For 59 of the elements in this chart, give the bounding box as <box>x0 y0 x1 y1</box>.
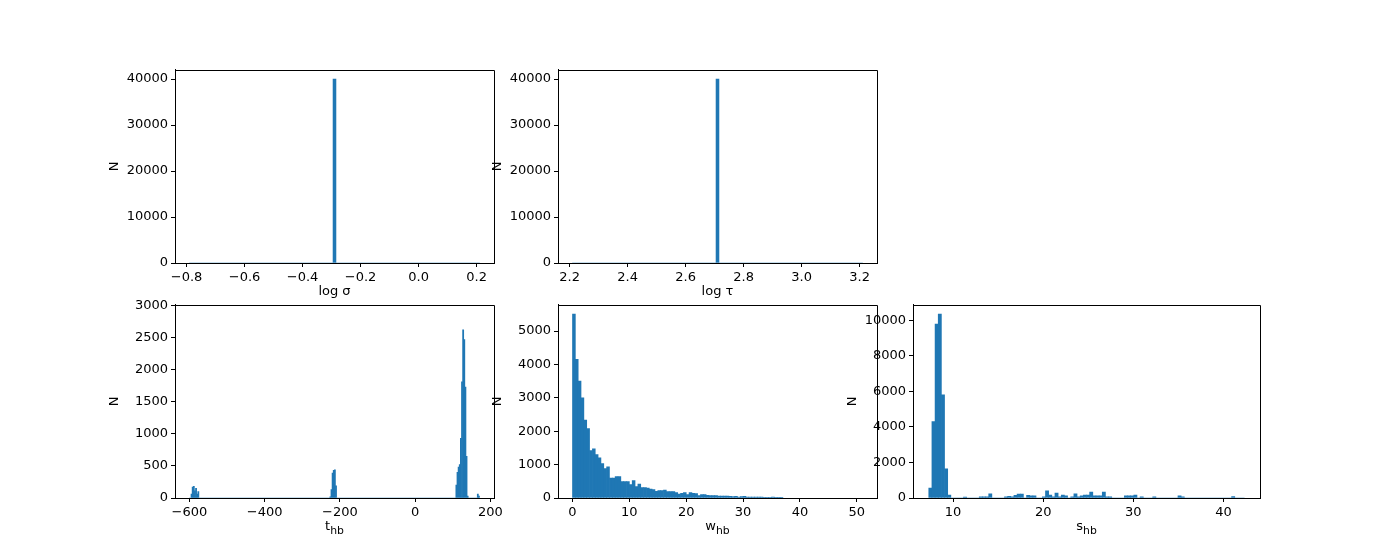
x-tick-label: 200 <box>478 504 503 520</box>
y-tick-label: 1500 <box>134 393 168 409</box>
y-tick-label: 5000 <box>517 322 551 338</box>
x-tick-label: −200 <box>322 504 358 520</box>
x-tick-label: 40 <box>791 504 809 520</box>
y-tick-label: 0 <box>159 254 168 270</box>
x-tick-label: 40 <box>1215 504 1232 520</box>
x-axis-title: s$_{hb}$ <box>1075 518 1098 538</box>
x-tick-label: 3.2 <box>849 269 870 285</box>
y-axis-title: N <box>106 396 122 407</box>
x-tick-label: 2.8 <box>733 269 754 285</box>
x-tick-label: −0.4 <box>286 269 319 285</box>
x-tick-label: 0.0 <box>408 269 429 285</box>
y-tick-label: 0 <box>897 489 906 505</box>
x-axis-title: w$_{hb}$ <box>704 518 731 538</box>
x-tick-label: −0.2 <box>344 269 377 285</box>
x-tick-label: −0.6 <box>228 269 261 285</box>
x-tick-label: 2.4 <box>617 269 638 285</box>
y-tick-label: 0 <box>542 489 551 505</box>
x-tick-label: 10 <box>621 504 638 520</box>
y-tick-label: 10000 <box>126 208 168 224</box>
y-tick-label: 2000 <box>517 422 551 438</box>
x-tick-label: 30 <box>1125 504 1142 520</box>
y-axis-title: N <box>106 161 122 172</box>
y-tick-label: 30000 <box>126 116 168 132</box>
y-tick-label: 4000 <box>517 355 551 371</box>
y-tick-label: 3000 <box>134 296 168 312</box>
y-tick-label: 40000 <box>509 70 551 86</box>
y-tick-label: 2500 <box>134 328 168 344</box>
y-tick-label: 30000 <box>509 116 551 132</box>
x-tick-label: 50 <box>848 504 866 520</box>
y-tick-label: 500 <box>143 457 168 473</box>
x-tick-label: 2.2 <box>559 269 580 285</box>
y-axis-title: N <box>844 396 860 407</box>
x-tick-label: 0 <box>411 504 420 520</box>
x-tick-label: −600 <box>171 504 208 520</box>
y-tick-label: 20000 <box>126 162 168 178</box>
x-axis-title: t$_{hb}$ <box>324 518 345 538</box>
x-tick-label: 20 <box>677 504 695 520</box>
y-tick-label: 1000 <box>517 455 551 471</box>
y-tick-label: 10000 <box>509 208 551 224</box>
x-tick-label: 3.0 <box>791 269 812 285</box>
x-axis-title: log τ <box>700 283 735 298</box>
y-tick-label: 0 <box>159 489 168 505</box>
y-tick-label: 20000 <box>509 162 551 178</box>
x-tick-label: 20 <box>1034 504 1052 520</box>
x-axis-title: log σ <box>317 283 352 298</box>
y-tick-label: 3000 <box>517 389 551 405</box>
x-tick-label: 0.2 <box>466 269 487 285</box>
y-tick-label: 2000 <box>134 361 168 376</box>
y-tick-label: 0 <box>542 254 551 270</box>
y-tick-label: 1000 <box>134 425 168 441</box>
x-tick-label: 10 <box>944 504 962 520</box>
x-tick-label: −0.8 <box>170 269 203 285</box>
x-tick-label: −400 <box>246 504 283 520</box>
y-tick-label: 40000 <box>126 70 168 86</box>
x-tick-label: 30 <box>734 504 752 520</box>
x-tick-label: 2.6 <box>675 269 696 285</box>
x-tick-label: 0 <box>568 504 577 520</box>
